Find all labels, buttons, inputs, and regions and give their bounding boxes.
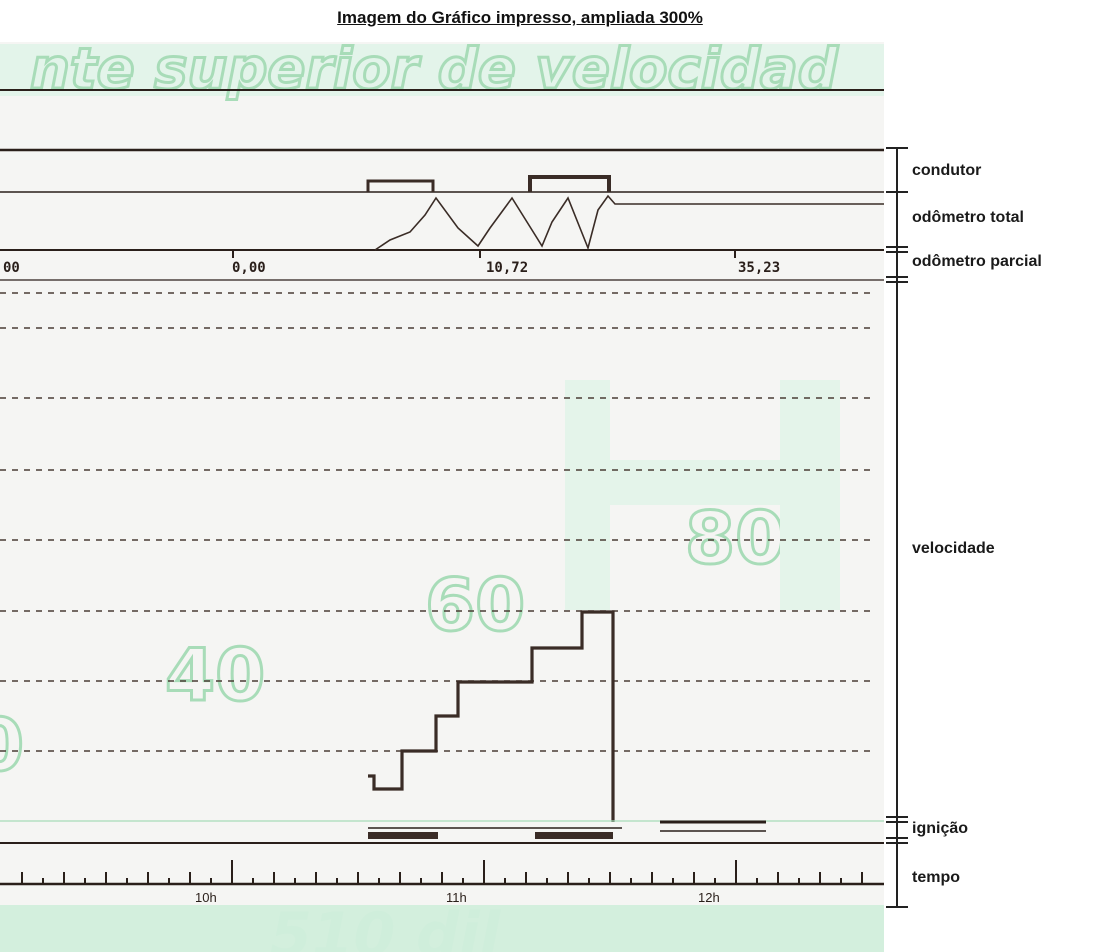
odometer-reading-3: 35,23	[738, 260, 780, 276]
label-odometro-total: odômetro total	[912, 209, 1024, 226]
label-ignicao: ignição	[912, 820, 969, 837]
driver-activity	[366, 175, 611, 192]
time-label-10h: 10h	[195, 890, 217, 905]
watermark-h-shape	[565, 380, 840, 610]
label-tempo: tempo	[912, 869, 960, 886]
time-label-11h: 11h	[446, 890, 467, 905]
odometer-partial-readings: 00 0,00 10,72 35,23	[3, 250, 780, 276]
odometer-reading-1: 0,00	[232, 260, 266, 276]
time-axis: 10h 11h 12h	[0, 860, 884, 905]
speed-gridlines	[0, 292, 876, 752]
label-condutor: condutor	[912, 162, 982, 179]
watermark-number-60: 60	[425, 563, 525, 647]
watermark-layer: nte superior de velocidad 40 60 80 0 510…	[0, 36, 884, 952]
time-ticks	[21, 860, 863, 884]
watermark-number-40: 40	[165, 633, 265, 717]
ignition-channel	[0, 820, 884, 844]
watermark-top-text: nte superior de velocidad	[30, 37, 839, 102]
odometer-total-trace	[374, 194, 884, 251]
label-velocidade: velocidade	[912, 540, 995, 557]
label-odometro-parcial: odômetro parcial	[912, 253, 1042, 270]
watermark-edge-digit: 0	[0, 703, 24, 787]
odometer-reading-0: 00	[3, 260, 20, 276]
time-label-12h: 12h	[698, 890, 720, 905]
watermark-number-80: 80	[685, 496, 785, 580]
channel-brackets	[886, 147, 908, 908]
watermark-bottom-text: 510 dil	[270, 900, 502, 952]
speed-trace	[368, 610, 615, 822]
odometer-reading-2: 10,72	[486, 260, 528, 276]
chart-title: Imagem do Gráfico impresso, ampliada 300…	[337, 8, 703, 27]
